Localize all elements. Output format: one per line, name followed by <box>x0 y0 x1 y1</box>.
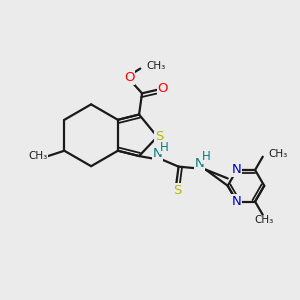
Text: CH₃: CH₃ <box>268 149 288 159</box>
Text: N: N <box>152 148 162 160</box>
Text: CH₃: CH₃ <box>255 215 274 225</box>
Text: N: N <box>232 164 242 176</box>
Text: O: O <box>124 71 135 84</box>
Text: N: N <box>232 195 242 208</box>
Text: S: S <box>154 130 163 143</box>
Text: CH₃: CH₃ <box>28 151 47 161</box>
Text: H: H <box>159 141 168 154</box>
Text: CH₃: CH₃ <box>147 61 166 70</box>
Text: N: N <box>195 157 205 170</box>
Text: H: H <box>202 150 211 164</box>
Text: S: S <box>173 184 181 197</box>
Text: O: O <box>158 82 168 95</box>
